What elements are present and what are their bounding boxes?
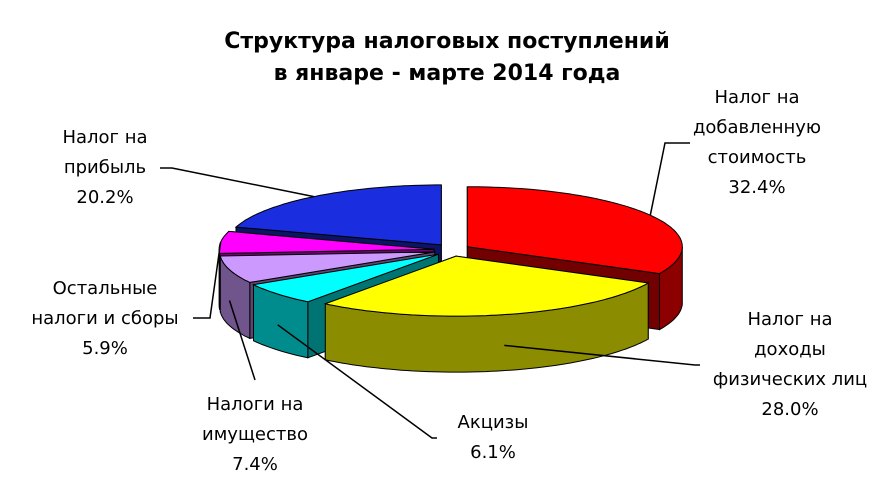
value-label: 6.1% <box>470 442 516 463</box>
value-label: 28.0% <box>761 399 818 420</box>
slice <box>219 251 435 283</box>
leader-line <box>277 324 437 439</box>
value-label: 5.9% <box>82 338 128 359</box>
slice-side <box>218 249 221 310</box>
slice-label: Налоги на имущество <box>202 394 308 445</box>
chart-title: Структура налоговых поступлений в январе … <box>224 29 670 86</box>
slice-label: Налог на доходы физических лиц <box>713 309 867 390</box>
leader-line <box>649 142 690 216</box>
value-label: 20.2% <box>76 187 133 208</box>
slice-label: Налог на прибыль <box>62 127 147 178</box>
leader-line <box>504 344 700 366</box>
slice <box>323 255 650 317</box>
leader-line <box>160 167 315 198</box>
slice-label: Налог на добавленную стоимость <box>693 87 821 168</box>
value-label: 32.4% <box>728 177 785 198</box>
slice-label: Остальные налоги и сборы <box>31 278 178 329</box>
leader-line <box>193 242 222 319</box>
slice-label: Акцизы <box>458 412 529 433</box>
slice <box>251 253 439 303</box>
value-label: 7.4% <box>232 454 278 475</box>
leader-line <box>228 300 256 381</box>
